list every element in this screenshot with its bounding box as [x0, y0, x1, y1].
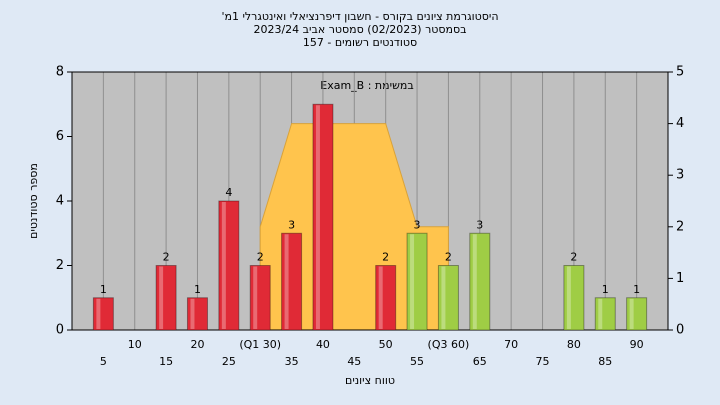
- y2-tick-label: 2: [676, 219, 684, 234]
- bar-highlight: [190, 298, 195, 329]
- plot-frame: [71, 71, 669, 331]
- data-label: 1: [633, 283, 640, 296]
- chart-subtitle: בסמסטר (02/2023) סמסטר אביב 2023/24: [253, 23, 466, 36]
- y-tick-label: 4: [56, 194, 64, 209]
- y2-tick-label: 5: [676, 65, 684, 80]
- bar: [249, 265, 271, 331]
- bar-highlight: [159, 266, 164, 329]
- y-axis-title: מספר סטודנטים: [27, 163, 40, 239]
- bar: [626, 297, 648, 331]
- bar-highlight: [441, 266, 446, 329]
- y-tick-label: 2: [56, 258, 64, 273]
- x-tick-label: (Q1 30): [239, 338, 281, 351]
- bar: [92, 297, 114, 331]
- x-tick-label: 70: [504, 338, 518, 351]
- bar: [218, 200, 240, 331]
- bar-highlight: [96, 298, 101, 329]
- chart-title: היסטוגרמת ציונים בקורס - חשבון דיפרנציאל…: [221, 10, 498, 23]
- x-tick-label: 50: [379, 338, 393, 351]
- chart-subtitle: סטודנטים רשומים - 157: [303, 36, 417, 49]
- y2-tick-label: 4: [676, 116, 684, 131]
- bar-highlight: [598, 298, 603, 329]
- x-tick-label: 20: [190, 338, 204, 351]
- bar-highlight: [284, 234, 289, 329]
- bar: [406, 232, 428, 331]
- y-tick-label: 6: [56, 129, 64, 144]
- bar: [155, 265, 177, 331]
- data-label: 3: [476, 218, 483, 231]
- bar-highlight: [566, 266, 571, 329]
- annotation: במשימת : Exam_B: [320, 79, 413, 92]
- x-axis-title: טווח ציונים: [345, 374, 395, 387]
- y2-tick-label: 1: [676, 271, 684, 286]
- bar: [281, 232, 303, 331]
- x-tick-label: 25: [222, 355, 236, 368]
- data-label: 2: [445, 251, 452, 264]
- bar-highlight: [410, 234, 415, 329]
- data-label: 1: [194, 283, 201, 296]
- data-label: 1: [100, 283, 107, 296]
- bar: [594, 297, 616, 331]
- x-tick-label: 75: [536, 355, 550, 368]
- y-tick-label: 0: [56, 323, 64, 338]
- y2-tick-label: 0: [676, 323, 684, 338]
- x-tick-label: 80: [567, 338, 581, 351]
- x-tick-label: 5: [100, 355, 107, 368]
- bar: [437, 265, 459, 331]
- bar-highlight: [253, 266, 258, 329]
- x-tick-label: 10: [128, 338, 142, 351]
- data-label: 1: [602, 283, 609, 296]
- data-label: 3: [288, 218, 295, 231]
- y-tick-label: 8: [56, 65, 64, 80]
- x-tick-label: 65: [473, 355, 487, 368]
- y2-tick-label: 3: [676, 168, 684, 183]
- x-tick-label: 90: [630, 338, 644, 351]
- x-tick-label: 85: [598, 355, 612, 368]
- x-tick-label: 45: [347, 355, 361, 368]
- data-label: 3: [414, 218, 421, 231]
- bar: [375, 265, 397, 331]
- bar: [186, 297, 208, 331]
- data-label: 2: [570, 251, 577, 264]
- data-label: 2: [257, 251, 264, 264]
- bar-highlight: [315, 105, 320, 329]
- x-tick-label: 55: [410, 355, 424, 368]
- x-tick-label: 40: [316, 338, 330, 351]
- bar-highlight: [472, 234, 477, 329]
- bar: [312, 103, 334, 331]
- bar-highlight: [221, 202, 226, 329]
- bar-highlight: [629, 298, 634, 329]
- x-tick-label: 15: [159, 355, 173, 368]
- x-tick-label: (Q3 60): [428, 338, 470, 351]
- data-label: 2: [163, 251, 170, 264]
- data-label: 2: [382, 251, 389, 264]
- bar: [563, 265, 585, 331]
- bar-highlight: [378, 266, 383, 329]
- x-tick-label: 35: [285, 355, 299, 368]
- data-label: 4: [225, 186, 232, 199]
- bar: [469, 232, 491, 331]
